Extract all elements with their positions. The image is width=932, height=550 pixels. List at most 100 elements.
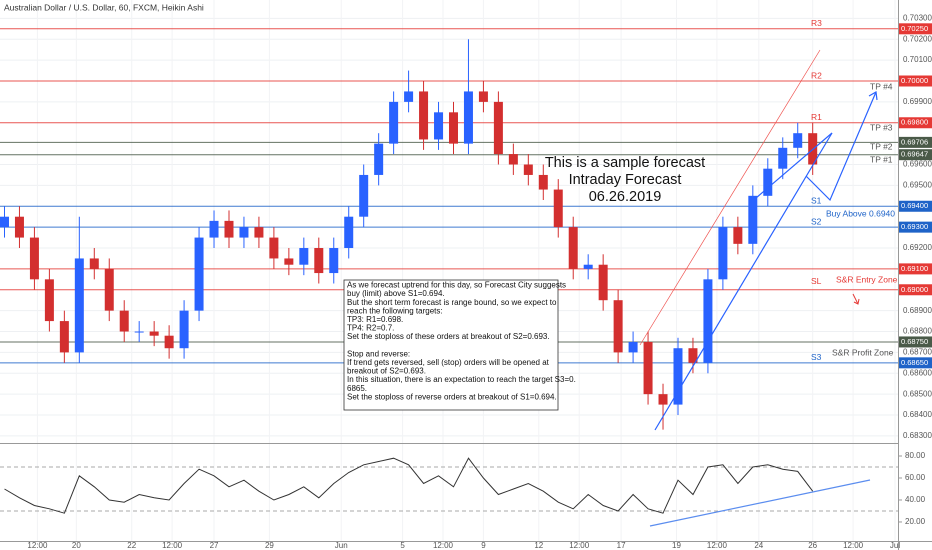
level-name: R3	[811, 18, 822, 28]
x-tick-label: 9	[481, 541, 486, 550]
note-box	[343, 279, 559, 411]
price-label-bg	[899, 200, 932, 212]
x-tick-label: 19	[672, 541, 681, 550]
candle-body	[613, 300, 623, 353]
y-tick-label: 0.68900	[903, 306, 932, 315]
y-tick-label: 60.00	[905, 473, 926, 482]
candle-body	[314, 248, 324, 274]
candle-body	[269, 237, 279, 259]
candle-body	[149, 331, 159, 336]
y-tick-label: 0.69200	[903, 243, 932, 252]
note-line: Set the stoploss of these orders at brea…	[347, 332, 550, 341]
candle-body	[628, 341, 638, 353]
price-label-bg	[899, 23, 932, 35]
note-line: TP3: R1=0.698.	[347, 315, 403, 324]
price-label-bg	[899, 75, 932, 87]
note-line: In this situation, there is an expectati…	[347, 375, 576, 384]
x-tick-label: 12:00	[27, 541, 48, 550]
x-tick-label: 12:00	[843, 541, 864, 550]
trend-line	[755, 132, 833, 199]
candle-body	[718, 227, 728, 280]
note-line: reach the following targets:	[347, 306, 443, 315]
y-tick-label: 0.68600	[903, 368, 932, 377]
y-tick-label: 40.00	[905, 495, 926, 504]
forecast-title: This is a sample forecast	[545, 155, 705, 171]
candle-body	[763, 168, 773, 196]
candle-body	[14, 216, 24, 238]
note-line: If trend gets reversed, sell (stop) orde…	[347, 358, 550, 367]
x-tick-label: 12:00	[433, 541, 454, 550]
x-tick-label: Jun	[335, 541, 348, 550]
x-tick-label: 26	[808, 541, 817, 550]
price-label-bg	[899, 221, 932, 233]
candle-body	[583, 264, 593, 269]
annotation: TP #3	[870, 122, 893, 132]
candle-body	[748, 195, 758, 244]
price-label: 0.69647	[901, 150, 928, 159]
y-tick-label: 0.70200	[903, 34, 932, 43]
candle-body	[598, 264, 608, 301]
x-tick-label: Jul	[890, 541, 900, 550]
annotation: TP #2	[870, 141, 893, 151]
candle-body	[179, 310, 189, 349]
y-tick-label: 0.69900	[903, 97, 932, 106]
candle-body	[239, 227, 249, 238]
channel-line	[639, 49, 821, 346]
candle-body	[793, 133, 803, 148]
y-tick-label: 0.68700	[903, 348, 932, 357]
candle-body	[419, 91, 429, 140]
candle-body	[0, 216, 9, 228]
price-label: 0.69400	[901, 201, 928, 210]
candle-body	[224, 220, 234, 238]
candle-body	[344, 216, 354, 249]
candle-body	[329, 248, 339, 274]
price-label: 0.69000	[901, 285, 928, 294]
candle-body	[404, 91, 414, 102]
note-line: breakout of S2=0.693.	[347, 367, 426, 376]
price-label: 0.69300	[901, 222, 928, 231]
annotation: S&R Profit Zone	[832, 347, 894, 357]
y-tick-label: 0.68800	[903, 327, 932, 336]
note-line: Set the stoploss of reverse orders at br…	[347, 392, 557, 401]
candle-body	[194, 237, 204, 311]
candle-body	[44, 279, 54, 322]
x-tick-label: 22	[127, 541, 136, 550]
candle-body	[643, 341, 653, 395]
candle-body	[284, 258, 294, 265]
level-name: S3	[811, 352, 822, 362]
x-tick-label: 5	[400, 541, 405, 550]
candle-body	[448, 112, 458, 144]
candle-body	[74, 258, 84, 353]
candle-body	[463, 91, 473, 144]
candle-body	[508, 154, 518, 165]
arrow-head	[853, 298, 860, 305]
candle-body	[374, 143, 384, 175]
candle-body	[434, 112, 444, 140]
candle-body	[299, 248, 309, 265]
candle-body	[553, 189, 563, 228]
y-tick-label: 0.69500	[903, 180, 932, 189]
x-tick-label: 12:00	[569, 541, 590, 550]
price-label: 0.68650	[901, 358, 928, 367]
candle-body	[59, 321, 69, 353]
y-tick-label: 0.68400	[903, 410, 932, 419]
note-line: 6865.	[347, 384, 367, 393]
note-line: buy (limit) above S1=0.694.	[347, 289, 445, 298]
candle-body	[89, 258, 99, 269]
candle-body	[658, 394, 668, 405]
annotation: TP #4	[870, 81, 893, 91]
y-tick-label: 20.00	[905, 517, 926, 526]
chart-title: Australian Dollar / U.S. Dollar, 60, FXC…	[4, 2, 204, 12]
x-tick-label: 24	[754, 541, 763, 550]
candle-body	[493, 101, 503, 155]
x-tick-label: 20	[72, 541, 81, 550]
price-label-bg	[899, 149, 932, 161]
candle-body	[688, 348, 698, 363]
y-tick-label: 0.68500	[903, 389, 932, 398]
forecast-title: Intraday Forecast	[569, 172, 682, 188]
y-tick-label: 0.70100	[903, 55, 932, 64]
candle-body	[164, 335, 174, 349]
rsi-line	[4, 457, 814, 514]
note-line: But the short term forecast is range bou…	[347, 298, 557, 307]
